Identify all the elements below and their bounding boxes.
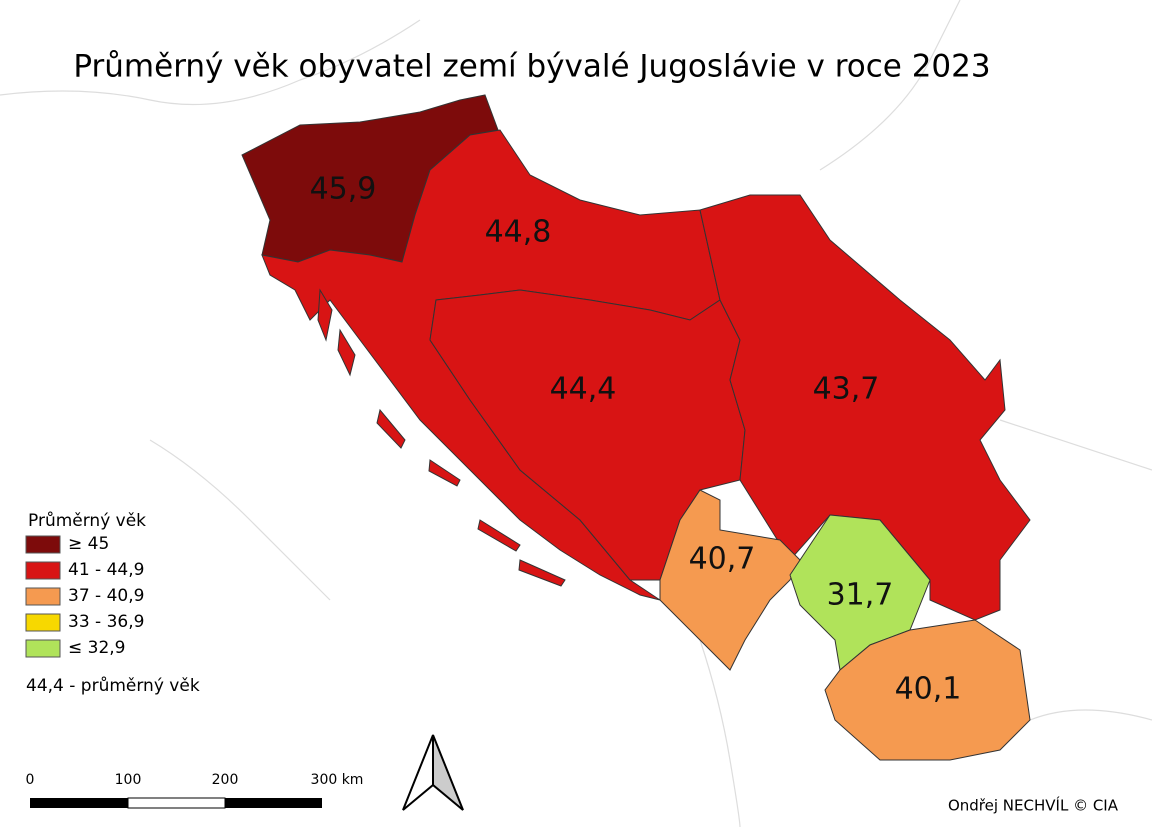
legend-label: 33 - 36,9 <box>68 612 144 632</box>
legend-swatch <box>25 535 61 554</box>
region-label: 45,9 <box>310 172 377 207</box>
region-label: 44,8 <box>485 215 552 250</box>
legend-swatch <box>25 639 61 658</box>
legend-swatch <box>25 587 61 606</box>
serbia <box>699 194 1031 621</box>
region-label: 31,7 <box>827 578 894 613</box>
scale-bar: 0 100 200 300 km <box>26 772 364 809</box>
north-arrow <box>402 734 464 811</box>
legend-label: 37 - 40,9 <box>68 586 144 606</box>
scale-segment <box>225 798 322 808</box>
legend: Průměrný věk 44,4 - průměrný věk ≥ 45 41 … <box>25 511 200 696</box>
legend-swatch <box>25 561 61 580</box>
scale-label: 100 <box>115 772 142 788</box>
region-label: 43,7 <box>813 372 880 407</box>
map-title: Průměrný věk obyvatel zemí bývalé Jugosl… <box>73 49 990 85</box>
scale-segment <box>30 798 128 808</box>
legend-swatch <box>25 613 61 632</box>
macedonia <box>824 619 1031 761</box>
legend-label: 41 - 44,9 <box>68 560 144 580</box>
scale-label: 0 <box>26 772 35 788</box>
region-label: 44,4 <box>550 372 617 407</box>
legend-title: Průměrný věk <box>28 511 146 531</box>
scale-segment <box>127 797 226 809</box>
regions <box>241 94 1031 761</box>
islands <box>317 288 566 587</box>
region-label: 40,7 <box>689 542 756 577</box>
montenegro <box>659 489 801 671</box>
credit: Ondřej NECHVÍL © CIA <box>948 796 1119 815</box>
scale-label: 200 <box>212 772 239 788</box>
region-label: 40,1 <box>895 672 962 707</box>
legend-label: ≤ 32,9 <box>68 638 126 658</box>
legend-label: ≥ 45 <box>68 534 109 554</box>
legend-note: 44,4 - průměrný věk <box>26 676 200 696</box>
scale-label: 300 km <box>311 772 364 788</box>
